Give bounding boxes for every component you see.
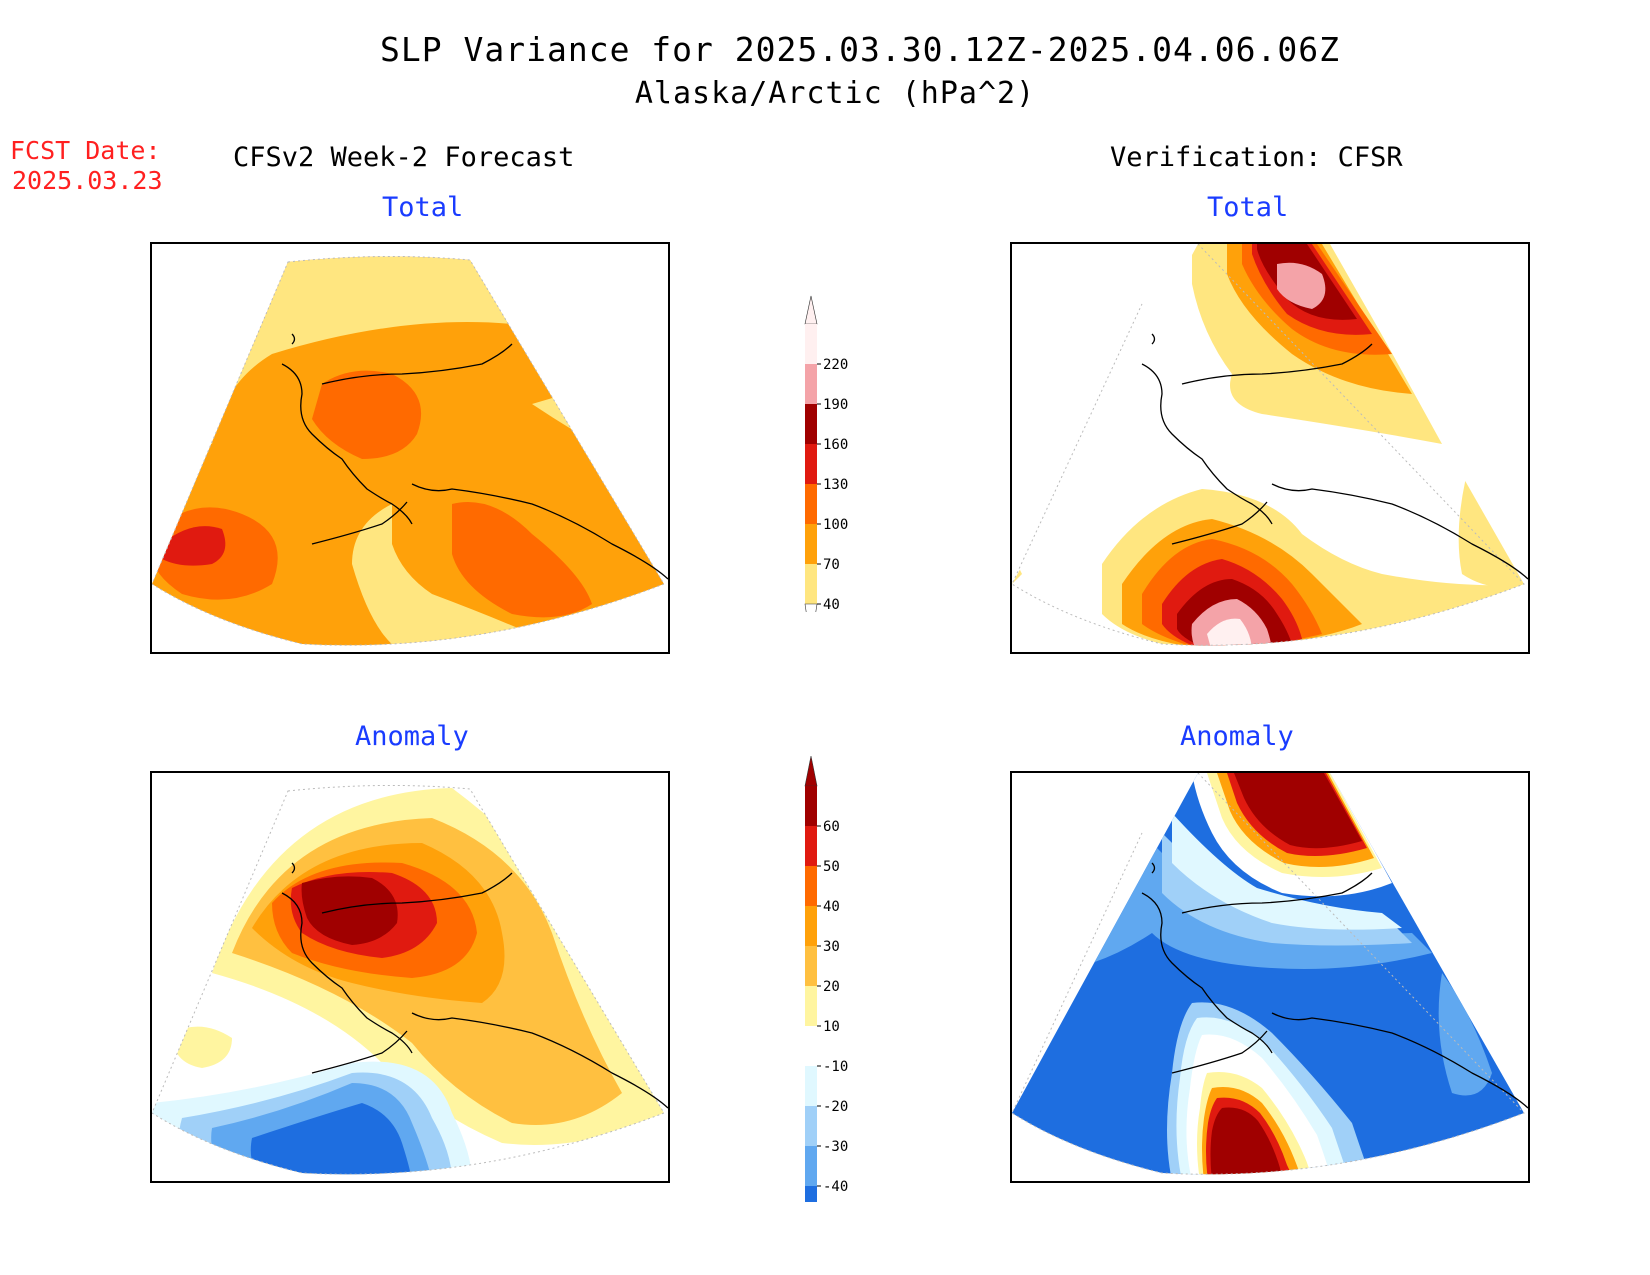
fcst-date-value: 2025.03.23 [12,166,163,195]
forecast-anomaly-heading: Anomaly [355,721,469,752]
verification-total-heading: Total [1207,192,1289,223]
colorbar-tick-label: 40 [823,597,840,612]
contour-40-70 [352,504,572,646]
colorbar-tick-label: -40 [823,1179,848,1195]
forecast-anomaly-map [150,771,670,1183]
colorbar-tick-label: 130 [823,477,848,493]
contour-neg20-neg30 [1162,833,1412,946]
colorbar-tip-top [804,295,818,325]
contour-190-220 [1277,262,1326,309]
colorbar-tip-top [804,755,818,787]
colorbar-tick-label: 20 [823,979,840,995]
map-subtitle: Alaska/Arctic (hPa^2) [634,76,1036,111]
contour-130-160 [162,526,226,566]
fcst-date-label: FCST Date: [10,136,161,165]
colorbar-segment [805,986,817,1026]
colorbar-segment [805,1066,817,1106]
colorbar-segment [805,786,817,826]
colorbar-tick-label: -30 [823,1139,848,1155]
colorbar-tick-label: -10 [823,1059,848,1075]
colorbar-tick-label: -20 [823,1099,848,1115]
colorbar-segment [805,866,817,906]
contour-neg10-neg20 [1172,813,1402,930]
forecast-total-heading: Total [382,192,464,223]
colorbar-segment [805,444,817,484]
colorbar-tick-label: 220 [823,357,848,373]
colorbar-tick-label: 60 [823,819,840,835]
colorbar-tick-label: 50 [823,859,840,875]
verification-total-map [1010,242,1530,654]
colorbar-tick-label: 30 [823,939,840,955]
colorbar-tick-label: 70 [823,557,840,573]
verification-anomaly-map [1010,771,1530,1183]
colorbar-segment [805,364,817,404]
colorbar-tick-label: 190 [823,397,848,413]
colorbar-segment [805,404,817,444]
contour-neg40-below [250,1103,412,1175]
colorbar-segment [805,524,817,564]
colorbar-tick-label: 100 [823,517,848,533]
contour-220-plus [1207,618,1252,646]
contour-60-plus [301,876,398,945]
map-title: SLP Variance for 2025.03.30.12Z-2025.04.… [380,30,1340,69]
colorbar-segment [805,1106,817,1146]
colorbar-tick-label: 160 [823,437,848,453]
colorbar-segment [805,1186,817,1202]
contour-100-130 [312,370,422,459]
verification-anomaly-heading: Anomaly [1180,721,1294,752]
colorbar-segment [805,906,817,946]
contour-100-130 [452,502,592,618]
coastline [281,333,668,580]
forecast-total-map [150,242,670,654]
colorbar-segment [805,324,817,364]
verification-column-heading: Verification: CFSR [1110,142,1403,173]
forecast-column-heading: CFSv2 Week-2 Forecast [233,142,575,173]
colorbar-segment [805,484,817,524]
anomaly-colorbar: 60 50 40 30 20 10 -10 -20 -30 -40 [804,755,848,1202]
colorbar-tip-bottom [804,603,818,612]
colorbar-tick-label: 40 [823,899,840,915]
coastline [281,862,668,1109]
colorbar-segment [805,1146,817,1186]
contour-60-plus [1234,773,1362,849]
coastline [1141,333,1528,580]
colorbar-segment [805,826,817,866]
contour-40-70 [1458,454,1524,588]
colorbar-segment [805,1026,817,1066]
colorbar-tick-label: 10 [823,1019,840,1035]
colorbar-segment [805,946,817,986]
coastline [1141,862,1528,1109]
total-colorbar: 220 190 160 130 100 70 40 [804,295,848,612]
colorbar-segment [805,564,817,604]
